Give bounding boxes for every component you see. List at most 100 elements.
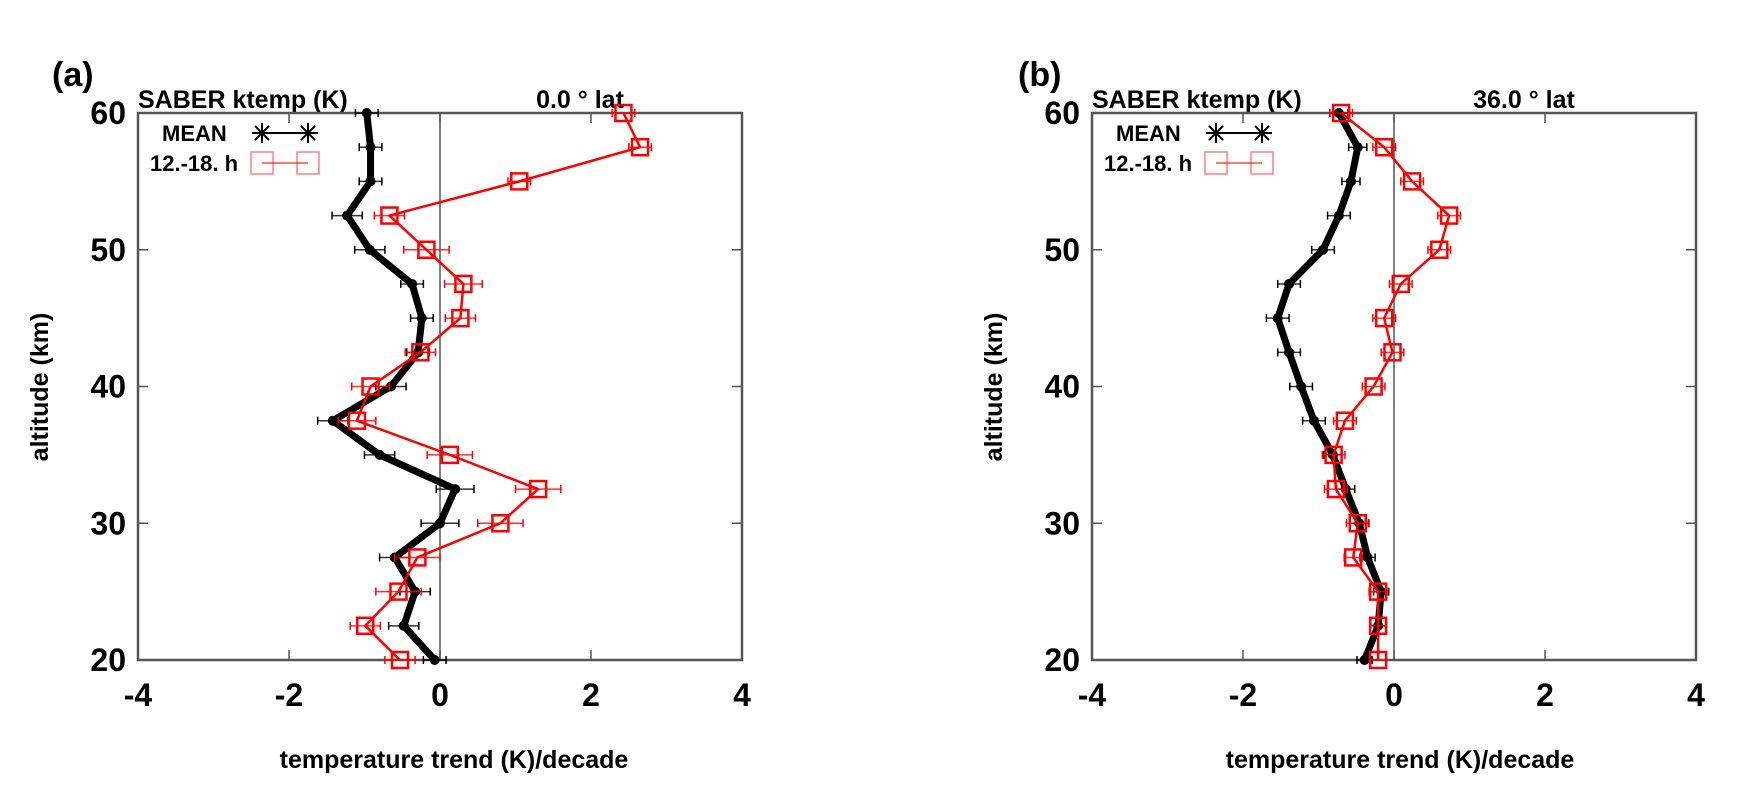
data-point — [356, 616, 375, 636]
data-point — [630, 137, 650, 157]
legend-label-afternoon: 12.-18. h — [150, 151, 238, 176]
x-tick-label: 4 — [733, 677, 751, 713]
y-tick-label: 50 — [1044, 232, 1080, 268]
data-point — [364, 244, 375, 255]
x-tick-label: 4 — [1687, 677, 1705, 713]
data-point — [1326, 479, 1346, 499]
error-bar — [393, 553, 441, 562]
error-bar — [384, 656, 416, 664]
error-bar — [373, 211, 406, 220]
series-mean — [316, 108, 475, 665]
error-bar — [426, 450, 474, 459]
panel-a: (a) SABER ktemp (K) 0.0 ° lat temperatur… — [26, 56, 751, 774]
y-tick-label: 40 — [1044, 369, 1080, 405]
legend: MEAN 12.-18. h — [150, 121, 320, 176]
data-point — [1352, 142, 1363, 153]
data-point — [435, 518, 445, 529]
data-point — [1368, 616, 1388, 636]
data-point — [1284, 278, 1295, 289]
series-afternoon — [337, 103, 653, 670]
data-point — [1368, 582, 1388, 601]
y-axis-label: altitude (km) — [26, 313, 54, 462]
panel-b: (b) SABER ktemp (K) 36.0 ° lat temperatu… — [980, 56, 1705, 774]
data-point — [440, 445, 460, 465]
x-tick-label: 2 — [582, 677, 600, 713]
data-point — [454, 274, 473, 294]
legend-marker-afternoon — [1250, 151, 1274, 175]
data-point — [1374, 308, 1394, 328]
data-point — [408, 548, 427, 567]
x-tick-label: -4 — [1078, 677, 1107, 713]
data-point — [1335, 411, 1355, 430]
data-point — [1364, 377, 1383, 396]
data-point — [614, 103, 633, 123]
data-point — [347, 411, 367, 430]
data-point — [374, 449, 385, 460]
x-tick-label: 0 — [431, 677, 449, 713]
data-point — [451, 308, 470, 328]
data-point — [1308, 415, 1319, 426]
error-bar — [349, 621, 382, 630]
title-left: SABER ktemp (K) — [1092, 86, 1302, 114]
x-tick-label: -2 — [275, 677, 303, 713]
data-point — [1272, 313, 1283, 324]
x-axis-label: temperature trend (K)/decade — [280, 746, 629, 774]
data-point — [1430, 240, 1449, 259]
data-point — [450, 484, 461, 495]
legend-marker-mean — [1252, 123, 1272, 143]
error-bar — [404, 348, 437, 357]
data-point — [1296, 381, 1307, 392]
y-axis-label: altitude (km) — [980, 313, 1008, 462]
data-point — [416, 313, 427, 324]
error-bar — [337, 416, 377, 425]
data-point — [1374, 137, 1394, 157]
data-point — [365, 176, 376, 187]
legend-marker-mean — [1206, 123, 1226, 143]
x-tick-label: 2 — [1536, 677, 1554, 713]
data-point — [361, 377, 380, 396]
y-tick-label: 50 — [90, 232, 126, 268]
legend-label-mean: MEAN — [1116, 121, 1181, 146]
legend-label-afternoon: 12.-18. h — [1104, 151, 1192, 176]
legend-marker-mean — [252, 123, 272, 143]
data-point — [411, 343, 430, 362]
data-point — [417, 240, 436, 259]
data-point — [361, 108, 372, 118]
x-tick-label: 0 — [1385, 677, 1403, 713]
data-point — [1324, 445, 1343, 465]
error-bar — [350, 382, 391, 391]
data-point — [407, 278, 418, 289]
data-point — [365, 142, 376, 153]
data-point — [1362, 552, 1373, 563]
x-tick-labels: -4 -2 0 2 4 — [1078, 677, 1705, 713]
title-right: 36.0 ° lat — [1473, 86, 1575, 114]
title-left: SABER ktemp (K) — [138, 86, 348, 114]
data-point — [390, 650, 410, 670]
asterisk-stroke — [300, 125, 316, 141]
error-bar — [514, 485, 562, 494]
asterisk-stroke — [254, 125, 270, 141]
error-bar — [477, 519, 524, 528]
data-point — [385, 381, 396, 392]
panel-label: (a) — [52, 56, 94, 94]
y-tick-label: 20 — [90, 642, 126, 678]
data-point — [380, 206, 399, 225]
data-point — [528, 479, 548, 499]
error-bar — [403, 245, 450, 254]
data-point — [1348, 514, 1368, 533]
data-point — [1345, 176, 1356, 187]
series-afternoon — [1321, 103, 1462, 670]
data-point — [1359, 655, 1370, 665]
x-tick-label: -4 — [124, 677, 153, 713]
data-point — [1343, 548, 1363, 567]
data-point — [327, 415, 338, 426]
y-tick-label: 60 — [90, 95, 126, 131]
asterisk-stroke — [1208, 125, 1224, 141]
x-axis-label: temperature trend (K)/decade — [1226, 746, 1575, 774]
error-bar — [444, 314, 477, 323]
x-tick-label: -2 — [1229, 677, 1257, 713]
y-tick-label: 60 — [1044, 95, 1080, 131]
y-tick-labels: 20 30 40 50 60 — [1044, 95, 1080, 678]
legend: MEAN 12.-18. h — [1104, 121, 1274, 176]
